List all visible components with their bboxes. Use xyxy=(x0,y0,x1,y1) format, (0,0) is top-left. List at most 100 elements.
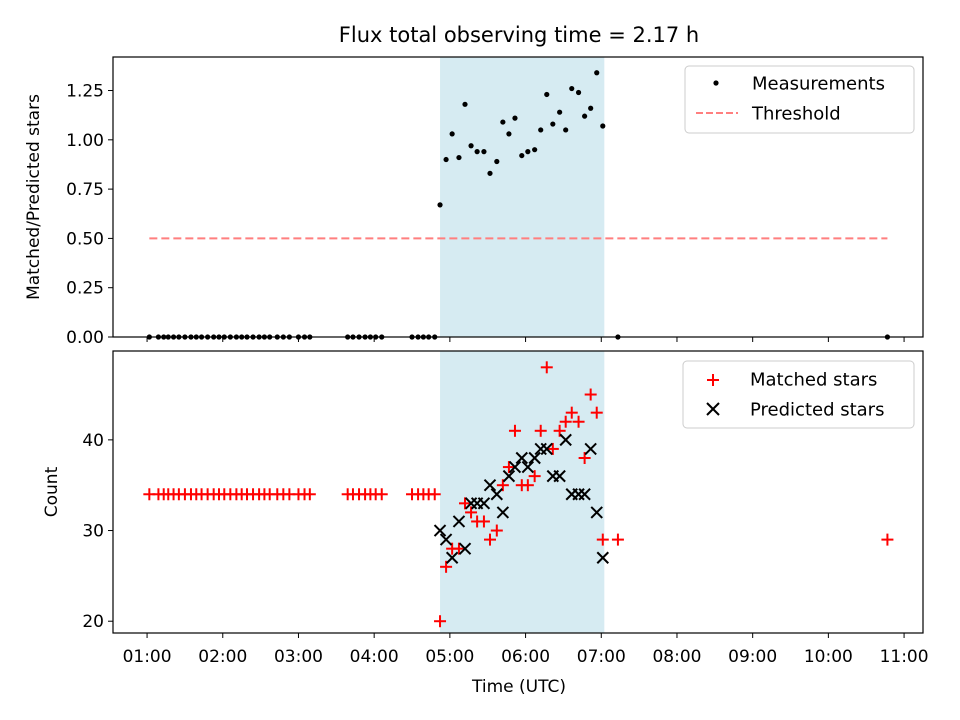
count-x-axis: 01:00 02:00 03:00 04:00 05:00 06:00 07:00 08:00… xyxy=(123,633,929,667)
count-legend: Matched stars Predicted stars xyxy=(682,360,915,429)
measurement-point-42 xyxy=(449,131,455,137)
matched-point-62 xyxy=(572,415,585,428)
x-tick-label-7: 08:00 xyxy=(652,647,701,667)
matched-point-67 xyxy=(611,533,624,546)
matched-point-58 xyxy=(546,442,559,455)
matched-point-43 xyxy=(452,542,465,555)
matched-point-64 xyxy=(584,388,597,401)
matched-point-40 xyxy=(434,615,447,628)
legend-predicted-label: Predicted stars xyxy=(750,400,884,421)
matched-point-34 xyxy=(375,488,388,501)
measurement-point-63 xyxy=(582,113,588,119)
legend-predicted-marker xyxy=(706,402,720,416)
measurement-point-64 xyxy=(588,105,594,111)
matched-point-66 xyxy=(596,533,609,546)
ratio-panel: 0.00 0.25 0.50 0.75 1.00 1.25 Matched/Predict… xyxy=(24,56,924,348)
count-plot-area xyxy=(143,361,894,628)
x-tick-label-2: 03:00 xyxy=(274,647,323,667)
figure-title: Flux total observing time = 2.17 h xyxy=(339,23,699,47)
y-tick-label-0-1: 0.25 xyxy=(66,279,104,299)
predicted-point-20 xyxy=(559,433,572,447)
matched-point-50 xyxy=(496,479,509,492)
measurement-point-44 xyxy=(462,101,468,107)
measurement-point-54 xyxy=(525,149,531,155)
predicted-point-10 xyxy=(496,506,510,519)
y-tick-label-0-0: 0.00 xyxy=(66,328,104,348)
predicted-point-0 xyxy=(433,524,447,537)
measurement-point-62 xyxy=(575,89,582,96)
measurement-point-52 xyxy=(512,115,518,121)
predicted-point-25 xyxy=(590,506,603,519)
y-tick-label-0-5: 1.25 xyxy=(66,82,104,102)
measurement-point-41 xyxy=(443,156,449,163)
predicted-point-14 xyxy=(521,460,535,474)
legend-matched-marker xyxy=(707,374,719,386)
matched-point-44 xyxy=(459,497,472,510)
predicted-point-13 xyxy=(515,451,528,465)
matched-point-61 xyxy=(565,406,578,419)
predicted-point-4 xyxy=(458,542,472,555)
ratio-x-ticks xyxy=(146,337,905,342)
count-panel: 20 30 40 01:00 02:00 03:00 04:00 05:00 06:00 07:… xyxy=(42,350,929,697)
x-tick-label-8: 09:00 xyxy=(728,647,777,667)
count-y-axis-label: Count xyxy=(42,466,62,517)
predicted-point-23 xyxy=(578,488,591,501)
legend-matched-label: Matched stars xyxy=(750,370,877,391)
matched-point-57 xyxy=(540,361,553,374)
ratio-y-axis-label: Matched/Predicted stars xyxy=(24,94,44,300)
count-plot-frame xyxy=(112,350,924,634)
x-tick-label-9: 10:00 xyxy=(804,647,853,667)
measurement-point-43 xyxy=(456,154,462,161)
measurement-point-55 xyxy=(532,147,538,153)
x-tick-label-1: 02:00 xyxy=(198,647,247,667)
predicted-point-11 xyxy=(502,469,516,483)
measurement-point-49 xyxy=(494,158,500,165)
predicted-point-9 xyxy=(490,488,504,501)
legend-threshold-label: Threshold xyxy=(751,104,841,125)
y-tick-label-1-1: 30 xyxy=(82,522,104,542)
measurement-point-61 xyxy=(569,85,575,92)
predicted-point-8 xyxy=(483,478,497,492)
y-tick-label-0-4: 1.00 xyxy=(66,131,104,151)
matched-point-39 xyxy=(428,488,441,501)
ratio-legend: Measurements Threshold xyxy=(684,65,915,134)
matched-point-47 xyxy=(477,515,490,528)
x-tick-label-10: 11:00 xyxy=(880,647,929,667)
matched-point-63 xyxy=(578,451,591,464)
measurement-point-65 xyxy=(594,70,600,76)
y-tick-label-0-2: 0.50 xyxy=(66,229,104,249)
x-tick-label-4: 05:00 xyxy=(425,647,474,667)
measurement-point-40 xyxy=(437,202,443,208)
matched-point-60 xyxy=(559,415,572,428)
ratio-y-axis: 0.00 0.25 0.50 0.75 1.00 1.25 xyxy=(66,82,113,348)
measurement-point-66 xyxy=(600,123,606,129)
matched-point-55 xyxy=(528,470,541,483)
measurement-point-50 xyxy=(500,119,506,125)
predicted-point-1 xyxy=(439,533,453,546)
predicted-point-24 xyxy=(584,442,597,456)
count-legend-box xyxy=(682,360,915,429)
count-y-axis: 20 30 40 xyxy=(82,431,113,632)
matched-point-49 xyxy=(490,524,503,537)
measurement-point-46 xyxy=(474,149,480,155)
observing-window-span-top xyxy=(440,57,605,337)
x-tick-label-0: 01:00 xyxy=(123,647,172,667)
measurement-point-59 xyxy=(557,109,563,115)
legend-measurements-marker xyxy=(713,80,719,86)
measurement-point-58 xyxy=(550,121,556,127)
matched-point-59 xyxy=(553,424,566,437)
ratio-legend-box xyxy=(684,65,915,134)
measurement-point-48 xyxy=(487,170,493,176)
x-tick-label-3: 04:00 xyxy=(350,647,399,667)
measurement-point-45 xyxy=(468,143,474,149)
measurement-point-51 xyxy=(506,131,512,137)
matched-point-52 xyxy=(508,424,521,437)
predicted-point-7 xyxy=(477,497,491,510)
ratio-plot-frame xyxy=(112,56,924,338)
matched-point-56 xyxy=(534,424,547,437)
matched-point-51 xyxy=(502,461,515,474)
y-tick-label-1-0: 20 xyxy=(82,612,104,632)
matched-point-27 xyxy=(303,488,316,501)
measurement-point-53 xyxy=(519,152,525,159)
